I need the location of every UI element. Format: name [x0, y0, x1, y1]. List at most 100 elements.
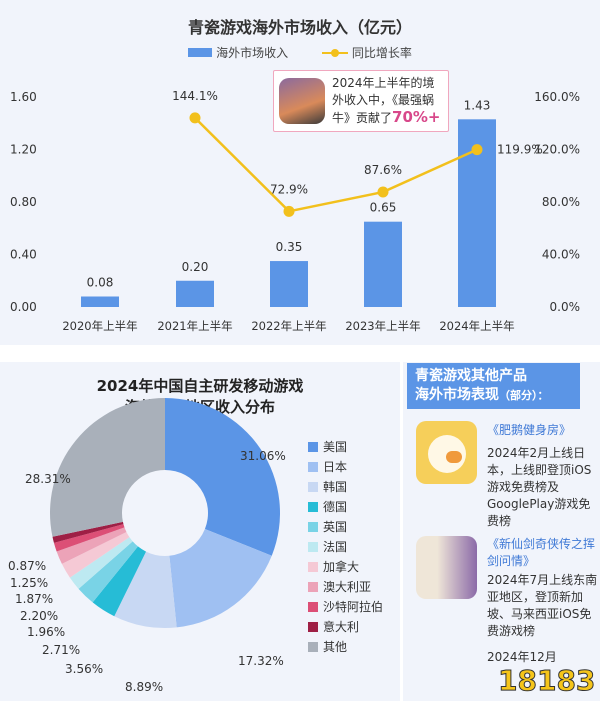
legend-label: 日本	[323, 460, 348, 474]
slice-label: 0.87%	[8, 559, 47, 573]
slice-label: 1.96%	[27, 625, 66, 639]
legend-label: 英国	[323, 520, 348, 534]
line-point	[189, 112, 201, 124]
legend-swatch	[308, 581, 318, 592]
legend-label: 美国	[323, 440, 348, 454]
bar	[364, 221, 402, 307]
bar	[176, 280, 214, 307]
legend-bar-swatch	[188, 48, 213, 57]
legend-swatch	[308, 441, 318, 452]
line-point	[283, 205, 295, 217]
revenue-chart-panel: 青瓷游戏海外市场收入（亿元） 海外市场收入 同比增长率 0.00 0.40 0.80…	[0, 0, 600, 345]
legend-item: 其他	[308, 638, 347, 655]
slice-0	[165, 398, 280, 556]
legend-swatch	[308, 561, 318, 572]
legend-label: 意大利	[323, 620, 360, 634]
bar-label: 0.20	[182, 260, 209, 274]
line-label: 144.1%	[172, 89, 218, 103]
legend-item: 韩国	[308, 478, 347, 495]
slice-label: 3.56%	[65, 662, 104, 676]
slice-label: 2.20%	[20, 609, 59, 623]
bar-label: 0.08	[87, 276, 114, 290]
bar-line-chart: 0.00 0.40 0.80 1.20 1.60 0.0% 40.0% 80.0% 120.0%…	[10, 89, 581, 333]
pie-title-line1: 2024年中国自主研发移动游戏	[96, 377, 304, 395]
legend-item: 沙特阿拉伯	[308, 598, 383, 615]
growth-line	[194, 116, 478, 213]
legend-line-label: 同比增长率	[351, 46, 412, 60]
y-left-tick: 1.60	[10, 90, 37, 104]
legend-line-swatch	[321, 48, 348, 57]
region-pie-panel: 2024年中国自主研发移动游戏 海外重点地区收入分布 31.06%17.32%8…	[0, 362, 400, 701]
xianjian-icon	[416, 536, 477, 599]
bar-label: 1.43	[464, 98, 491, 112]
chart-title: 青瓷游戏海外市场收入（亿元）	[187, 18, 412, 37]
x-tick: 2024年上半年	[439, 319, 514, 333]
watermark-logo: 18183	[497, 664, 596, 698]
bar-label: 0.65	[370, 201, 397, 215]
x-tick: 2021年上半年	[157, 319, 232, 333]
legend-label: 沙特阿拉伯	[323, 600, 384, 614]
slice-5	[69, 537, 133, 589]
header-note: （部分）：	[499, 389, 549, 402]
legend-swatch	[308, 601, 318, 612]
legend-label: 德国	[323, 500, 348, 514]
slice-label: 17.32%	[238, 654, 284, 668]
legend-swatch	[308, 461, 318, 472]
legend-swatch	[308, 481, 318, 492]
game-1-desc: 2024年2月上线日本，上线即登顶iOS游戏免费榜及GooglePlay游戏免费…	[487, 446, 592, 528]
game-1-name[interactable]: 《肥鹅健身房》	[487, 423, 572, 437]
x-tick: 2020年上半年	[62, 319, 137, 333]
legend-item: 美国	[308, 438, 347, 455]
line-point	[471, 144, 483, 156]
legend-item: 澳大利亚	[308, 578, 371, 595]
legend-bar-label: 海外市场收入	[216, 46, 289, 60]
legend-label: 其他	[323, 640, 348, 654]
legend-item: 德国	[308, 498, 347, 515]
slice-label: 28.31%	[25, 472, 71, 486]
game-1: 《肥鹅健身房》 2024年2月上线日本，上线即登顶iOS游戏免费榜及Google…	[487, 422, 599, 530]
line-label: 87.6%	[364, 163, 402, 177]
legend-item: 法国	[308, 538, 347, 555]
line-point	[377, 186, 389, 198]
legend-item: 日本	[308, 458, 347, 475]
other-products-panel: 青瓷游戏其他产品 海外市场表现（部分）： 《肥鹅健身房》 2024年2月上线日本…	[403, 362, 600, 701]
line-label: 72.9%	[270, 182, 308, 196]
game-3-desc: 2024年12月	[487, 650, 557, 664]
slice-3	[92, 546, 147, 617]
legend-swatch	[308, 541, 318, 552]
legend-swatch	[308, 501, 318, 512]
slice-1	[169, 528, 272, 628]
bar-label: 0.35	[276, 240, 303, 254]
y-left-tick: 0.80	[10, 195, 37, 209]
legend-label: 法国	[323, 540, 348, 554]
y-right-tick: 120.0%	[534, 143, 580, 157]
legend-item: 意大利	[308, 618, 359, 635]
slice-4	[78, 541, 138, 603]
legend-label: 加拿大	[323, 560, 360, 574]
annotation-highlight: 70%+	[392, 108, 441, 126]
slice-label: 2.71%	[42, 643, 81, 657]
header-line1: 青瓷游戏其他产品	[415, 368, 527, 384]
game-2-name[interactable]: 《新仙剑奇侠传之挥剑问情》	[487, 537, 596, 568]
y-left-tick: 0.00	[10, 300, 37, 314]
slice-7	[56, 527, 127, 564]
slice-8	[53, 524, 125, 552]
bar	[81, 296, 119, 307]
chart-legend: 海外市场收入 同比增长率	[0, 44, 600, 61]
legend-swatch	[308, 621, 318, 632]
slice-label: 1.87%	[15, 592, 54, 606]
legend-swatch	[308, 521, 318, 532]
goose-gym-icon	[416, 421, 477, 484]
y-left-tick: 1.20	[10, 143, 37, 157]
header-line2: 海外市场表现	[415, 387, 499, 403]
x-tick: 2022年上半年	[251, 319, 326, 333]
game-2-desc: 2024年7月上线东南亚地区，登顶新加坡、马来西亚iOS免费游戏榜	[487, 573, 598, 638]
bar	[270, 261, 308, 307]
game-2: 《新仙剑奇侠传之挥剑问情》 2024年7月上线东南亚地区，登顶新加坡、马来西亚i…	[487, 536, 599, 640]
y-right-tick: 80.0%	[542, 195, 580, 209]
slice-label: 8.89%	[125, 680, 164, 694]
y-right-tick: 0.0%	[550, 300, 581, 314]
slice-2	[114, 551, 177, 628]
annotation-callout: 2024年上半年的境外收入中，《最强蜗牛》贡献了70%+	[273, 70, 449, 132]
y-right-tick: 160.0%	[534, 90, 580, 104]
